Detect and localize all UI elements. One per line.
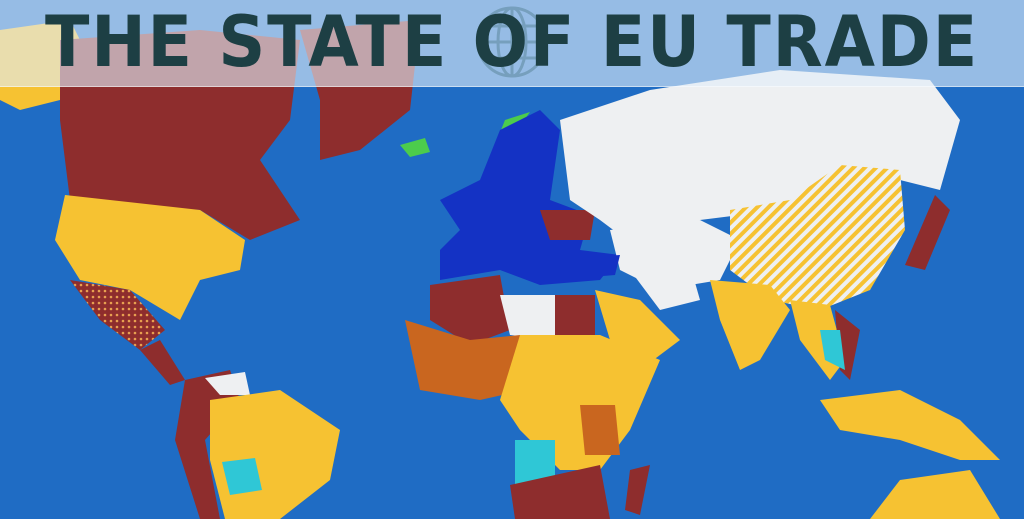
region-southern-africa[interactable] <box>510 465 610 519</box>
region-venezuela[interactable] <box>205 372 250 395</box>
region-russia[interactable] <box>560 70 960 250</box>
region-central-east-africa[interactable] <box>500 335 660 470</box>
region-madagascar[interactable] <box>625 465 650 515</box>
region-eu[interactable] <box>440 110 620 285</box>
page-title: THE STATE OF EU TRADE <box>44 1 980 83</box>
region-indonesia[interactable] <box>820 390 1000 460</box>
region-australia[interactable] <box>870 470 1000 519</box>
region-ukraine-balkans[interactable] <box>540 210 595 240</box>
region-iceland[interactable] <box>400 138 430 157</box>
region-iran[interactable] <box>630 265 700 310</box>
region-angola[interactable] <box>515 440 555 485</box>
globe-icon <box>476 6 548 78</box>
region-turkey[interactable] <box>550 255 620 280</box>
region-china[interactable] <box>730 165 905 310</box>
region-tanzania[interactable] <box>580 405 620 455</box>
region-mexico[interactable] <box>70 280 165 350</box>
region-thailand[interactable] <box>820 330 845 370</box>
region-usa[interactable] <box>55 195 245 320</box>
region-japan[interactable] <box>905 195 950 270</box>
region-west-africa[interactable] <box>405 320 525 400</box>
region-north-africa[interactable] <box>430 275 510 345</box>
region-india[interactable] <box>710 280 790 370</box>
region-libya[interactable] <box>500 295 555 340</box>
region-bolivia[interactable] <box>222 458 262 495</box>
region-egypt[interactable] <box>555 295 595 335</box>
region-central-america[interactable] <box>140 340 185 385</box>
region-arabia[interactable] <box>595 290 680 370</box>
